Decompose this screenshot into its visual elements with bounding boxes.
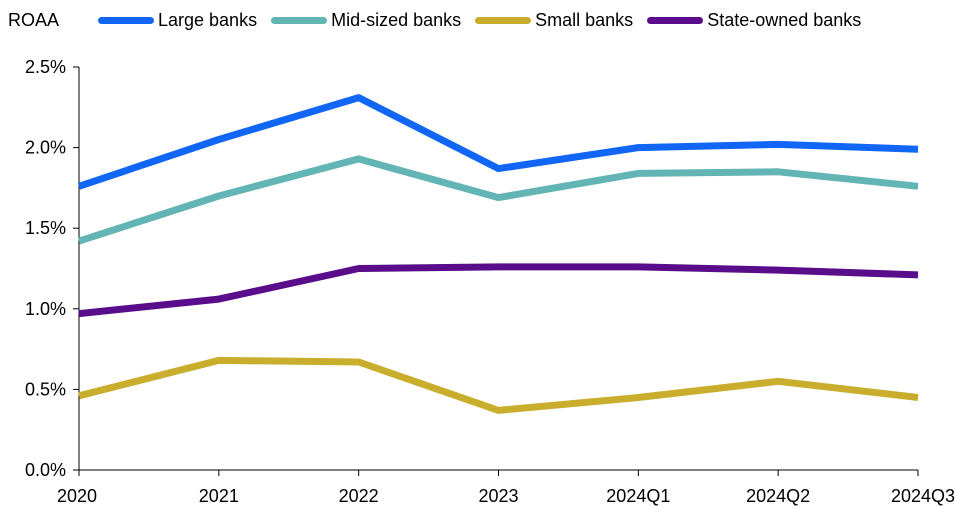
legend-label: Small banks <box>535 10 634 30</box>
x-tick-label: 2023 <box>478 486 518 506</box>
legend-item-state-owned-banks: State-owned banks <box>647 10 861 31</box>
y-axis-label: ROAA <box>8 10 60 30</box>
legend: Large banks Mid-sized banks Small banks … <box>98 10 875 31</box>
legend-label: Mid-sized banks <box>331 10 462 30</box>
x-tick-label: 2024Q3 <box>891 486 955 506</box>
x-tick-label: 2021 <box>199 486 239 506</box>
series-line-small-banks <box>78 356 919 414</box>
series-lines <box>77 94 919 414</box>
legend-swatch <box>475 17 532 24</box>
series-line-mid-sized-banks <box>77 155 919 245</box>
x-tick-label: 2022 <box>339 486 379 506</box>
y-tick-label: 1.5% <box>25 218 66 238</box>
series-line-state-owned-banks <box>78 263 919 318</box>
legend-swatch <box>98 17 154 24</box>
legend-item-mid-sized-banks: Mid-sized banks <box>271 10 461 31</box>
series-line-large-banks <box>77 94 919 190</box>
legend-item-large-banks: Large banks <box>98 10 257 31</box>
x-tick-label: 2020 <box>57 486 97 506</box>
y-tick-label: 2.5% <box>25 57 66 77</box>
legend-label: State-owned banks <box>707 10 862 30</box>
legend-item-small-banks: Small banks <box>475 10 633 31</box>
x-tick-label: 2024Q2 <box>746 486 810 506</box>
axes: 0.0% 0.5% 1.0% 1.5% 2.0% 2.5% 2020 2021 2022 2023… <box>25 57 955 506</box>
legend-swatch <box>647 17 704 24</box>
y-tick-label: 0.0% <box>25 460 66 480</box>
y-tick-label: 2.0% <box>25 138 66 158</box>
x-tick-label: 2024Q1 <box>606 486 670 506</box>
legend-swatch <box>271 17 328 24</box>
y-tick-label: 0.5% <box>25 379 66 399</box>
y-tick-label: 1.0% <box>25 299 66 319</box>
legend-label: Large banks <box>158 10 258 30</box>
